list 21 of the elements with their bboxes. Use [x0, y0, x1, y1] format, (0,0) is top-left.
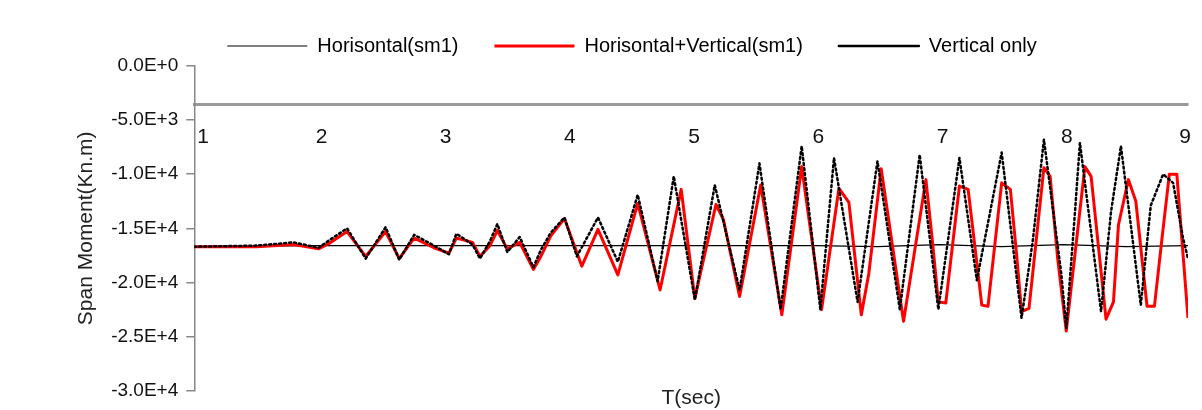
- x-tick-label: 1: [197, 124, 209, 148]
- x-tick-label: 9: [1179, 124, 1191, 148]
- y-tick-label: 0.0E+0: [117, 54, 179, 76]
- y-axis-title: Span Moment(Kn.m): [73, 131, 97, 326]
- x-tick-label: 2: [315, 124, 328, 148]
- legend-label: Horisontal(sm1): [317, 33, 459, 56]
- x-tick-label: 4: [564, 124, 577, 148]
- y-tick-label: -1.5E+4: [111, 216, 179, 238]
- y-tick-label: -1.0E+4: [111, 162, 179, 184]
- y-tick-label: -2.0E+4: [111, 270, 179, 292]
- x-axis-title: T(sec): [661, 385, 721, 409]
- x-tick-label: 3: [439, 124, 452, 148]
- y-tick-label: -3.0E+4: [111, 378, 179, 400]
- x-tick-label: 5: [688, 124, 700, 148]
- legend-label: Horisontal+Vertical(sm1): [584, 33, 803, 56]
- legend-label: Vertical only: [928, 33, 1037, 56]
- x-tick-label: 8: [1060, 124, 1073, 148]
- y-tick-label: -2.5E+4: [111, 324, 179, 346]
- y-tick-label: -5.0E+3: [111, 108, 179, 130]
- x-tick-label: 7: [936, 124, 949, 148]
- x-tick-label: 6: [812, 124, 825, 148]
